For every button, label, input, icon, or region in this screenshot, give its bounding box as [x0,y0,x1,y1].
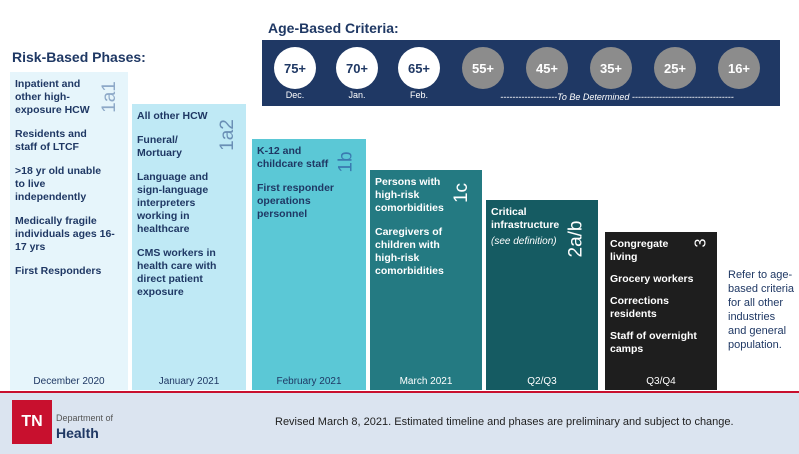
phase-item: All other HCW [137,110,208,122]
age-circle: 75+ [274,47,316,89]
phase-item: Inpatient and other high-exposure HCW [15,78,90,116]
phase-item: Language and sign-language interpreters … [137,171,209,235]
phase-item: Corrections residents [610,295,669,320]
phase-month: Q3/Q4 [646,376,676,387]
other-population-note: Refer to age-based criteria for all othe… [728,269,795,351]
revision-note: Revised March 8, 2021. Estimated timelin… [275,416,734,428]
phase-code: 1c [451,182,473,204]
phase-item: K-12 and childcare staff [257,145,329,170]
phase-item: Grocery workers [610,273,694,285]
phase-month: January 2021 [158,376,220,387]
age-circle: 16+ [718,47,760,89]
phase-item: First Responders [15,265,102,277]
age-circle: 65+ [398,47,440,89]
phase-month: March 2021 [399,376,453,387]
phase-column-1b: K-12 and childcare staff First responder… [252,139,366,390]
phase-item: Residents and staff of LTCF [15,128,87,153]
age-circle: 45+ [526,47,568,89]
risk-phases-title: Risk-Based Phases: [12,49,146,65]
phase-item: Staff of overnight camps [610,330,697,355]
phase-item: Funeral/ Mortuary [137,134,182,159]
phase-code: 1a2 [216,119,238,151]
phase-column-1a1: Inpatient and other high-exposure HCW Re… [10,72,128,390]
logo-health-text: Health [56,425,99,441]
phase-month: Q2/Q3 [527,376,557,387]
phase-code: 3 [692,238,710,248]
footer-divider [0,391,799,393]
tn-logo-icon: TN [12,400,52,444]
age-circle: 70+ [336,47,378,89]
phase-code: 1a1 [98,81,120,113]
phase-code: 2a/b [565,220,587,258]
phase-item: First responder operations personnel [257,182,335,220]
phase-item: (see definition) [491,236,557,247]
logo-department-text: Department of [56,413,114,423]
age-criteria-band: 75+ Dec. 70+ Jan. 65+ Feb. 55+ 45+ 35+ 2… [262,40,780,106]
phase-item: Medically fragile individuals ages 16-17… [15,215,115,253]
phase-item: Critical infrastructure [491,206,560,231]
phase-item: Caregivers of children with high-risk co… [375,226,444,277]
phase-column-3: Congregate living Grocery workers Correc… [605,232,717,390]
phase-month: December 2020 [33,376,105,387]
phase-month: February 2021 [276,376,342,387]
age-circle-label: Jan. [348,90,366,100]
phase-code: 1b [335,151,357,173]
age-circle: 25+ [654,47,696,89]
phase-column-2a-b: Critical infrastructure (see definition)… [486,200,598,390]
phase-column-1a2: All other HCW Funeral/ Mortuary Language… [132,104,246,390]
tbd-label: -------------------To Be Determined ----… [500,92,734,102]
age-criteria-title: Age-Based Criteria: [268,20,399,36]
phase-item: Persons with high-risk comorbidities [375,176,444,214]
phase-item: CMS workers in health care with direct p… [137,247,217,298]
age-circle-label: Dec. [285,90,305,100]
age-circle-label: Feb. [409,90,428,100]
phase-item: >18 yr old unable to live independently [15,165,102,203]
phase-column-1c: Persons with high-risk comorbidities Car… [370,170,482,390]
footer-bar [0,392,799,454]
age-circle: 55+ [462,47,504,89]
age-circle: 35+ [590,47,632,89]
phase-item: Congregate living [610,238,669,263]
